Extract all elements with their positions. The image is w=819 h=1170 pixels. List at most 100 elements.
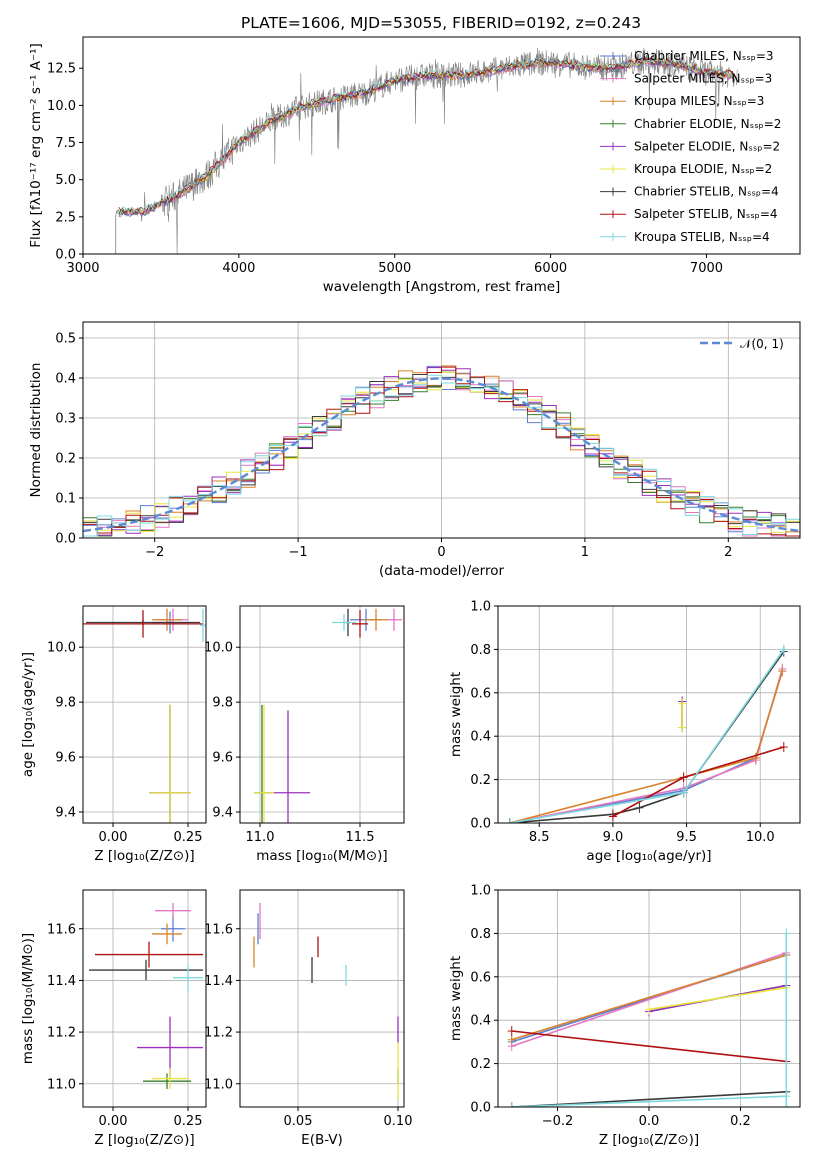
- x-tick-label: 1: [581, 545, 589, 560]
- mass-weight-line: [648, 986, 787, 1011]
- y-tick-label: 0.1: [55, 492, 76, 507]
- legend-entry: Salpeter ELODIE, Nₛₛₚ=2: [634, 139, 780, 153]
- plot-area-mass-weight-vs-age: [498, 606, 800, 823]
- x-tick-label: 0.25: [174, 1114, 203, 1129]
- x-axis-label: E(B-V): [301, 1132, 343, 1148]
- mass-weight-line: [511, 1030, 787, 1063]
- y-tick-label: 0.8: [470, 927, 491, 942]
- y-tick-label: 1.0: [470, 600, 491, 615]
- y-tick-label: 1.0: [470, 884, 491, 899]
- panel-mass-vs-EBV: 0.05 0.10 11.0 11.2 11.4 11.6 E(B-V): [204, 889, 413, 1148]
- y-tick-label: 9.4: [212, 806, 233, 821]
- y-tick-label: 9.4: [55, 806, 76, 821]
- x-tick-label: −2: [145, 545, 164, 560]
- y-tick-label: 0.4: [55, 372, 76, 387]
- x-tick-label: 6000: [534, 261, 567, 276]
- y-tick-label: 0.6: [470, 686, 491, 701]
- panel-mass-vs-Z: 0.00 0.25 11.0 11.2 11.4 11.6 Z [log₁₀(Z/Z⊙)] m…: [20, 889, 207, 1148]
- y-tick-label: 0.6: [470, 970, 491, 985]
- y-tick-label: 11.6: [204, 922, 233, 937]
- y-tick-label: 2.5: [55, 210, 76, 225]
- y-tick-label: 11.2: [204, 1026, 233, 1041]
- axes-frame: [239, 889, 405, 1108]
- x-tick-label: 11.0: [246, 830, 275, 845]
- plot-area-mass-vs-Z: [83, 890, 206, 1107]
- axes-frame: [239, 605, 405, 824]
- x-tick-label: 8.5: [529, 830, 550, 845]
- plot-area-mass-vs-EBV: [240, 890, 404, 1107]
- axes-frame: [82, 605, 207, 824]
- plot-area-age-vs-mass: [240, 606, 404, 823]
- legend-entry: 𝒩(0, 1): [740, 337, 784, 351]
- legend-entry: Chabrier MILES, Nₛₛₚ=3: [634, 49, 774, 63]
- mass-weight-line: [511, 954, 787, 1041]
- legend-entry: Chabrier ELODIE, Nₛₛₚ=2: [634, 117, 781, 131]
- plot-area-mass-weight-vs-Z: [498, 890, 800, 1107]
- residual-histogram: [83, 374, 800, 537]
- panel-mass-weight-vs-age: 8.5 9.0 9.5 10.0 0.0 0.2 0.4 0.6 0.8 1.0 age [log₁…: [448, 600, 801, 864]
- x-axis-label: (data-model)/error: [379, 563, 505, 579]
- x-tick-label: −0.2: [542, 1114, 574, 1129]
- axes-frame: [497, 889, 801, 1108]
- legend: Chabrier MILES, Nₛₛₚ=3 Salpeter MILES, Nₛ…: [600, 49, 781, 244]
- plot-area-age-vs-Z: [83, 606, 206, 823]
- legend-entry: Salpeter STELIB, Nₛₛₚ=4: [634, 207, 778, 221]
- panel-age-vs-mass: 11.0 11.5 9.4 9.6 9.8 10.0 mass [log₁₀(M/M⊙)]: [204, 605, 405, 864]
- legend-entry: Salpeter MILES, Nₛₛₚ=3: [634, 72, 772, 86]
- y-axis-label: mass weight: [448, 956, 464, 1041]
- plot-area-residuals: [83, 322, 800, 538]
- panel-spectrum: 3000 4000 5000 6000 7000 0.0 2.5 5.0 7.5 10.0 12.5…: [28, 36, 801, 295]
- x-tick-label: 2: [724, 545, 732, 560]
- x-tick-label: 0: [437, 545, 445, 560]
- model-line: [118, 55, 735, 214]
- panel-mass-weight-vs-Z: −0.2 0.0 0.2 0.0 0.2 0.4 0.6 0.8 1.0 Z [log₁₀(Z/Z…: [448, 884, 801, 1148]
- legend: 𝒩(0, 1): [700, 337, 784, 351]
- y-tick-label: 9.6: [55, 751, 76, 766]
- x-tick-label: −1: [289, 545, 308, 560]
- y-tick-label: 0.3: [55, 412, 76, 427]
- y-tick-label: 0.0: [470, 817, 491, 832]
- y-axis-label: Flux [fλ10⁻¹⁷ erg cm⁻² s⁻¹ A⁻¹]: [28, 43, 44, 248]
- x-tick-label: 9.0: [603, 830, 624, 845]
- y-tick-label: 11.0: [47, 1077, 76, 1092]
- x-axis-label: wavelength [Angstrom, rest frame]: [323, 279, 561, 295]
- x-tick-label: 0.00: [99, 830, 128, 845]
- y-tick-label: 9.8: [55, 696, 76, 711]
- y-tick-label: 10.0: [47, 99, 76, 114]
- x-tick-label: 0.25: [174, 830, 203, 845]
- legend-entry: Kroupa MILES, Nₛₛₚ=3: [634, 94, 764, 108]
- axes-frame: [82, 36, 801, 255]
- y-tick-label: 10.0: [204, 641, 233, 656]
- y-axis-label: age [log₁₀(age/yr)]: [20, 652, 36, 777]
- x-tick-label: 0.10: [384, 1114, 413, 1129]
- y-tick-label: 12.5: [47, 62, 76, 77]
- x-tick-label: 0.0: [639, 1114, 660, 1129]
- y-tick-label: 11.0: [204, 1077, 233, 1092]
- panels: 3000 4000 5000 6000 70000.02.55.07.510.012.5…: [20, 36, 801, 1148]
- x-tick-label: 10.0: [746, 830, 775, 845]
- y-axis-label: mass [log₁₀(M/M⊙)]: [20, 933, 36, 1064]
- y-tick-label: 0.0: [55, 248, 76, 263]
- x-axis-label: Z [log₁₀(Z/Z⊙)]: [94, 848, 194, 864]
- x-axis-label: mass [log₁₀(M/M⊙)]: [256, 848, 387, 864]
- observed-spectrum: [115, 47, 738, 254]
- axes-frame: [82, 321, 801, 539]
- legend-entry: Kroupa STELIB, Nₛₛₚ=4: [634, 230, 770, 244]
- x-tick-label: 0.00: [99, 1114, 128, 1129]
- y-tick-label: 0.2: [55, 452, 76, 467]
- axes-frame: [82, 889, 207, 1108]
- x-tick-label: 11.5: [346, 830, 375, 845]
- y-tick-label: 10.0: [47, 641, 76, 656]
- y-tick-label: 0.0: [55, 532, 76, 547]
- y-tick-label: 11.4: [204, 974, 233, 989]
- y-tick-label: 11.6: [47, 922, 76, 937]
- x-axis-label: Z [log₁₀(Z/Z⊙)]: [599, 1132, 699, 1148]
- panel-residuals: −2 −1 0 1 2 0.0 0.1 0.2 0.3 0.4 0.5 (data-model)/er…: [28, 321, 801, 579]
- y-axis-label: Normed distribution: [28, 363, 44, 498]
- y-tick-label: 7.5: [55, 136, 76, 151]
- x-tick-label: 5000: [378, 261, 411, 276]
- mass-weight-line: [511, 1095, 787, 1107]
- y-tick-label: 0.8: [470, 643, 491, 658]
